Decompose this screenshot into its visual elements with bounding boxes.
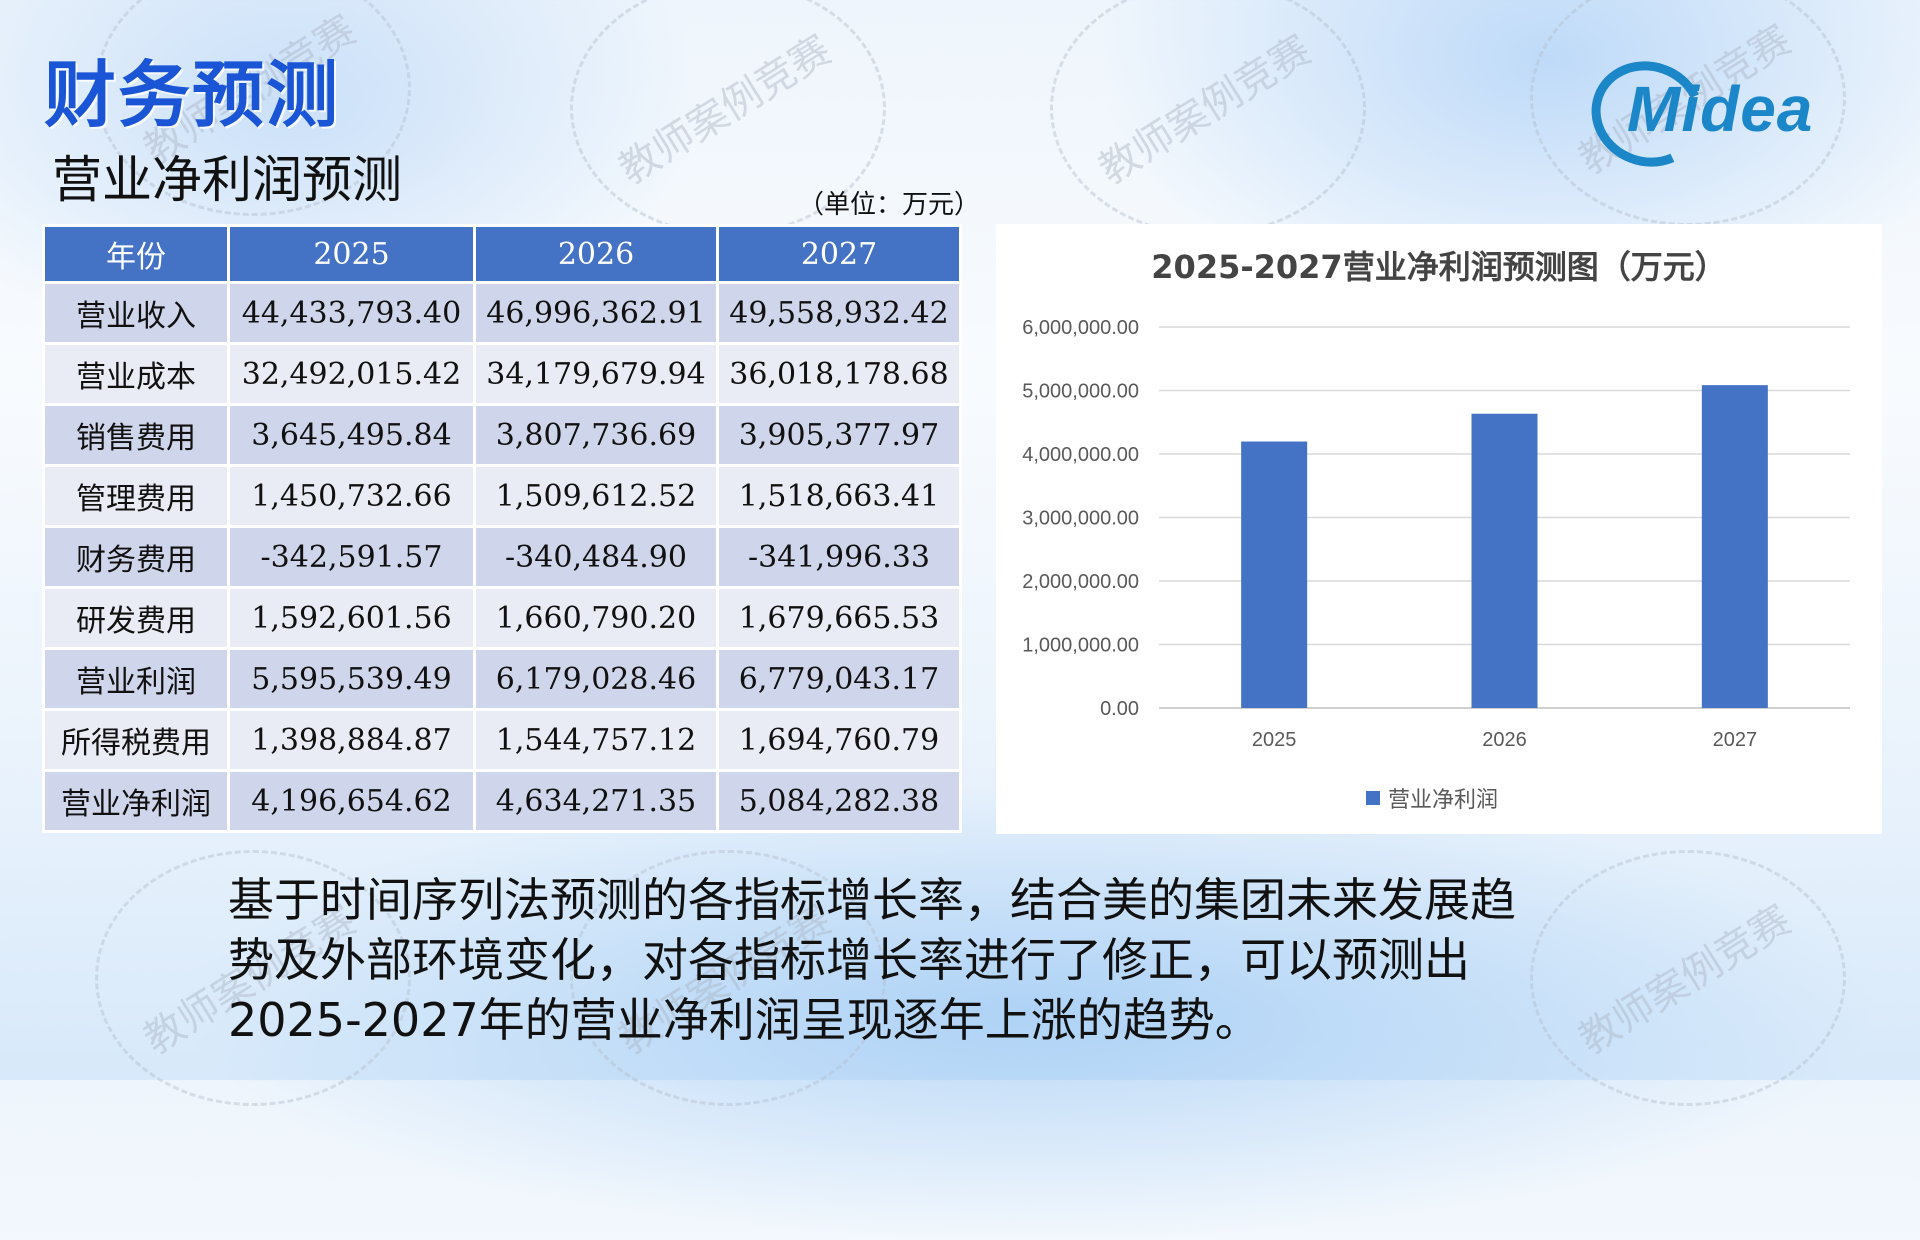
section-subtitle: 营业净利润预测 (52, 151, 402, 209)
table-row: 营业成本 32,492,015.42 34,179,679.94 36,018,… (42, 342, 962, 406)
page-title: 财务预测 (44, 53, 341, 137)
table-cell: 3,807,736.69 (473, 403, 719, 467)
table-cell: 44,433,793.40 (227, 281, 476, 345)
table-cell: 1,518,663.41 (716, 464, 962, 528)
table-cell: 1,398,884.87 (227, 708, 476, 772)
table-cell: 49,558,932.42 (716, 281, 962, 345)
x-tick-label: 2026 (1482, 729, 1527, 751)
unit-label: （单位：万元） (798, 190, 981, 220)
table-cell: -342,591.57 (227, 525, 476, 589)
y-tick-label: 5,000,000.00 (1022, 381, 1139, 403)
x-tick-label: 2025 (1252, 729, 1297, 751)
table-cell: 1,679,665.53 (716, 586, 962, 650)
table-row: 财务费用 -342,591.57 -340,484.90 -341,996.33 (42, 525, 962, 589)
table-header-cell: 年份 (42, 224, 230, 284)
table-cell: 1,544,757.12 (473, 708, 719, 772)
watermark: 教师案例竞赛 (1530, 850, 1846, 1106)
table-cell: 1,450,732.66 (227, 464, 476, 528)
row-label: 营业利润 (42, 647, 230, 711)
table-header-row: 年份 2025 2026 2027 (42, 224, 962, 284)
table-cell: 4,196,654.62 (227, 769, 476, 833)
watermark: 教师案例竞赛 (1050, 0, 1366, 236)
table-cell: 1,592,601.56 (227, 586, 476, 650)
x-tick-label: 2027 (1713, 729, 1758, 751)
table-header-cell: 2027 (716, 224, 962, 284)
table-row: 研发费用 1,592,601.56 1,660,790.20 1,679,665… (42, 586, 962, 650)
table-row: 营业利润 5,595,539.49 6,179,028.46 6,779,043… (42, 647, 962, 711)
table-cell: 3,645,495.84 (227, 403, 476, 467)
table-cell: 5,595,539.49 (227, 647, 476, 711)
table-row: 管理费用 1,450,732.66 1,509,612.52 1,518,663… (42, 464, 962, 528)
row-label: 所得税费用 (42, 708, 230, 772)
table-row: 所得税费用 1,398,884.87 1,544,757.12 1,694,76… (42, 708, 962, 772)
table-row: 营业净利润 4,196,654.62 4,634,271.35 5,084,28… (42, 769, 962, 833)
net-profit-chart: 2025-2027营业净利润预测图（万元） 0.00 1,000,000.00 2,… (996, 224, 1882, 834)
table-cell: 4,634,271.35 (473, 769, 719, 833)
table-cell: -340,484.90 (473, 525, 719, 589)
y-tick-label: 0.00 (1100, 698, 1139, 720)
table-cell: -341,996.33 (716, 525, 962, 589)
row-label: 销售费用 (42, 403, 230, 467)
logo-text: Midea (1627, 73, 1814, 145)
row-label: 营业成本 (42, 342, 230, 406)
table-header-cell: 2026 (473, 224, 719, 284)
table-cell: 34,179,679.94 (473, 342, 719, 406)
midea-logo: Midea (1576, 45, 1845, 183)
table-header-cell: 2025 (227, 224, 476, 284)
chart-legend: 营业净利润 (1366, 782, 1498, 814)
row-label: 研发费用 (42, 586, 230, 650)
table-cell: 3,905,377.97 (716, 403, 962, 467)
chart-canvas: 0.00 1,000,000.00 2,000,000.00 3,000,000.00… (1022, 317, 1850, 751)
legend-label: 营业净利润 (1388, 788, 1499, 813)
table-cell: 1,509,612.52 (473, 464, 719, 528)
table-cell: 32,492,015.42 (227, 342, 476, 406)
summary-text: 基于时间序列法预测的各指标增长率，结合美的集团未来发展趋势及外部环境变化，对各指… (228, 873, 1516, 1047)
y-tick-label: 1,000,000.00 (1022, 635, 1139, 657)
bar (1241, 441, 1308, 708)
table-row: 销售费用 3,645,495.84 3,807,736.69 3,905,377… (42, 403, 962, 467)
bar (1701, 385, 1768, 708)
table-cell: 1,660,790.20 (473, 586, 719, 650)
chart-title: 2025-2027营业净利润预测图（万元） (1151, 248, 1727, 286)
y-tick-label: 4,000,000.00 (1022, 444, 1139, 466)
table-cell: 6,779,043.17 (716, 647, 962, 711)
row-label: 管理费用 (42, 464, 230, 528)
row-label: 财务费用 (42, 525, 230, 589)
table-row: 营业收入 44,433,793.40 46,996,362.91 49,558,… (42, 281, 962, 345)
y-tick-label: 2,000,000.00 (1022, 571, 1139, 593)
legend-swatch-icon (1366, 791, 1380, 805)
y-tick-label: 6,000,000.00 (1022, 317, 1139, 339)
table-cell: 46,996,362.91 (473, 281, 719, 345)
table-cell: 6,179,028.46 (473, 647, 719, 711)
y-tick-label: 3,000,000.00 (1022, 508, 1139, 530)
bar (1471, 413, 1538, 708)
table-cell: 36,018,178.68 (716, 342, 962, 406)
financial-forecast-table: 年份 2025 2026 2027 营业收入 44,433,793.40 46,… (42, 224, 962, 833)
row-label: 营业收入 (42, 281, 230, 345)
row-label: 营业净利润 (42, 769, 230, 833)
table-cell: 5,084,282.38 (716, 769, 962, 833)
table-cell: 1,694,760.79 (716, 708, 962, 772)
